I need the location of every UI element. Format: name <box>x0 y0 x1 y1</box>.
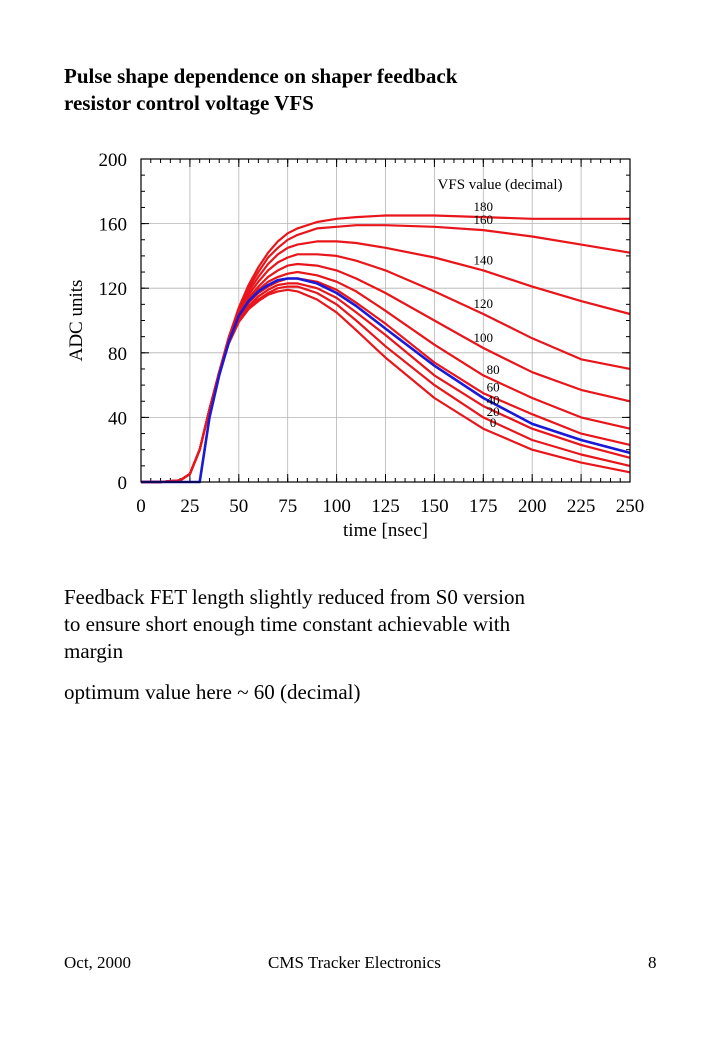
series-label-120: 120 <box>474 296 494 311</box>
x-tick-label: 200 <box>518 496 547 517</box>
legend-title: VFS value (decimal) <box>438 177 563 193</box>
y-tick-label: 80 <box>108 344 127 365</box>
body-text: Feedback FET length slightly reduced fro… <box>64 584 684 720</box>
series-label-40: 40 <box>487 393 500 408</box>
series-label-0: 0 <box>490 415 497 430</box>
y-tick-label: 40 <box>108 408 127 429</box>
series-label-160: 160 <box>474 212 494 227</box>
y-tick-label: 0 <box>118 473 128 494</box>
x-tick-label: 225 <box>567 496 596 517</box>
y-tick-label: 120 <box>99 279 128 300</box>
title-line-2: resistor control voltage VFS <box>64 91 314 115</box>
paragraph-line: optimum value here ~ 60 (decimal) <box>64 680 361 704</box>
series-label-180: 180 <box>474 199 494 214</box>
series-label-80: 80 <box>487 362 500 377</box>
y-axis-label: ADC units <box>66 280 87 362</box>
x-tick-label: 250 <box>616 496 645 517</box>
footer-page-number: 8 <box>648 953 657 972</box>
series-line-0 <box>141 288 631 484</box>
paragraph-feedback: Feedback FET length slightly reduced fro… <box>64 584 684 665</box>
series-label-20: 20 <box>487 404 500 419</box>
series-label-60: 60 <box>487 379 500 394</box>
y-tick-label: 200 <box>99 150 128 171</box>
x-tick-label: 0 <box>136 496 146 517</box>
footer-title: CMS Tracker Electronics <box>268 953 441 972</box>
plot-frame <box>140 158 631 483</box>
x-axis-label: time [nsec] <box>343 520 428 541</box>
x-tick-label: 125 <box>371 496 400 517</box>
x-tick-label: 75 <box>278 496 297 517</box>
paragraph-line: to ensure short enough time constant ach… <box>64 612 511 636</box>
pulse-shape-chart: 0 25 50 75 100 125 150 175 200 225 250040801201602… <box>66 150 645 541</box>
series-label-140: 140 <box>474 252 494 267</box>
footer-date: Oct, 2000 <box>64 953 132 972</box>
x-tick-label: 25 <box>180 496 199 517</box>
x-tick-label: 100 <box>322 496 351 517</box>
x-tick-label: 175 <box>469 496 498 517</box>
paragraph-line: margin <box>64 639 124 663</box>
x-tick-label: 150 <box>420 496 449 517</box>
title-line-1: Pulse shape dependence on shaper feedbac… <box>64 64 458 88</box>
paragraph-line: Feedback FET length slightly reduced fro… <box>64 585 525 609</box>
paragraph-optimum: optimum value here ~ 60 (decimal) <box>64 679 684 706</box>
page-title: Pulse shape dependence on shaper feedbac… <box>64 63 624 117</box>
y-tick-label: 160 <box>99 215 128 236</box>
x-tick-label: 50 <box>229 496 248 517</box>
series-label-100: 100 <box>474 330 494 345</box>
